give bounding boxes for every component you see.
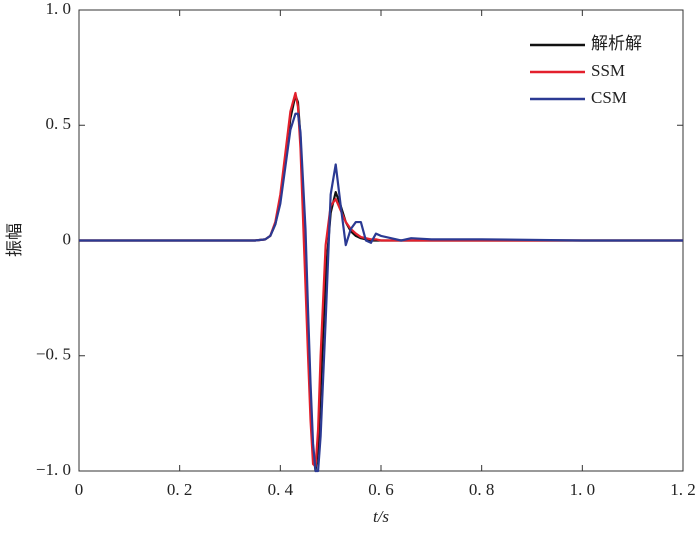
y-tick-label: 0: [63, 229, 72, 248]
x-tick-label: 0. 2: [167, 480, 193, 499]
y-axis-label: 振幅: [5, 223, 24, 257]
series-line: [79, 91, 683, 468]
y-tick-label: −0. 5: [36, 345, 71, 364]
y-tick-label: 0. 5: [46, 114, 72, 133]
x-tick-label: 0. 6: [368, 480, 394, 499]
x-axis-label: t/s: [373, 507, 389, 526]
legend-label: 解析解: [591, 34, 642, 53]
x-tick-label: 1. 2: [670, 480, 696, 499]
x-tick-label: 1. 0: [570, 480, 596, 499]
x-tick-label: 0. 4: [268, 480, 294, 499]
legend-label: SSM: [591, 61, 625, 80]
series-line: [79, 94, 683, 473]
series-line: [79, 112, 683, 473]
y-tick-label: −1. 0: [36, 460, 71, 479]
legend-label: CSM: [591, 88, 627, 107]
y-tick-label: 1. 0: [46, 0, 72, 18]
x-tick-label: 0: [75, 480, 84, 499]
x-tick-label: 0. 8: [469, 480, 495, 499]
